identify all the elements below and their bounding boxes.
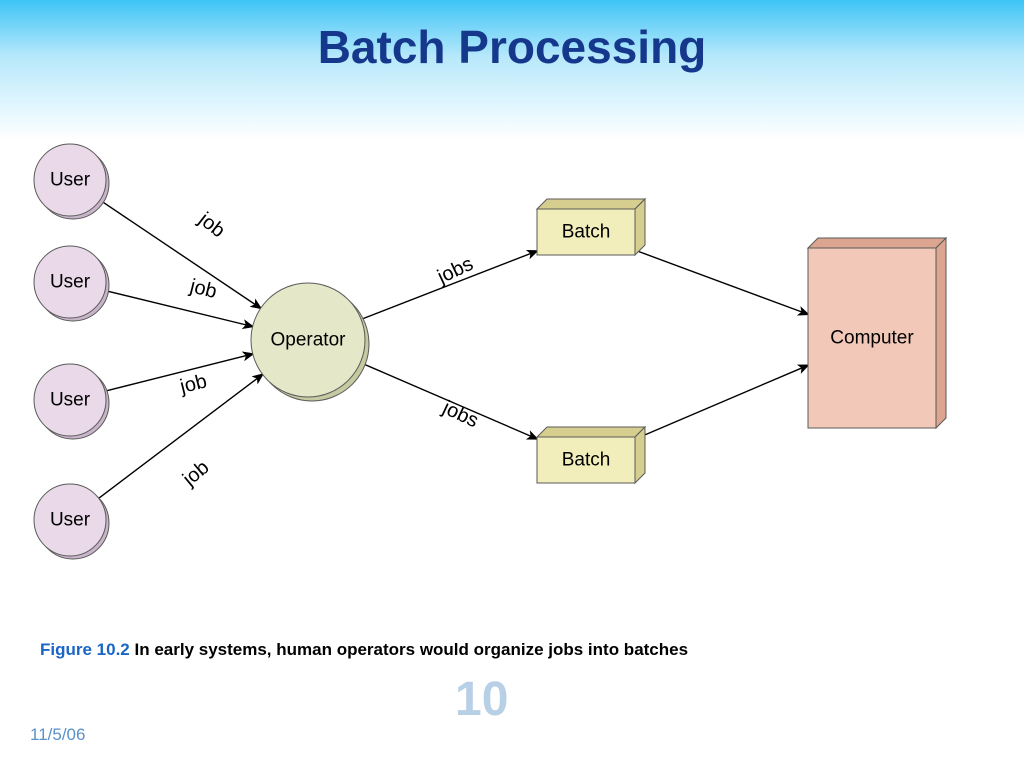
- slide: Batch Processing User User User User Operato…: [0, 0, 1024, 770]
- page-number: 10: [455, 672, 508, 727]
- edge-label-u1-op: job: [194, 208, 229, 242]
- node-label-b2: Batch: [562, 450, 611, 471]
- node-label-op: Operator: [271, 330, 347, 351]
- user-node-u4: User: [34, 484, 109, 559]
- figure-caption-text: In early systems, human operators would …: [130, 640, 688, 659]
- batch-processing-diagram: User User User User Operator Batch Batch Comput…: [20, 120, 1000, 620]
- figure-number: Figure 10.2: [40, 640, 130, 659]
- figure-caption: Figure 10.2 In early systems, human oper…: [40, 640, 688, 660]
- edge-u3-op: [105, 354, 253, 391]
- slide-date: 11/5/06: [30, 725, 85, 745]
- node-label-u1: User: [50, 170, 91, 191]
- batch-node-b1: Batch: [537, 199, 645, 255]
- slide-title: Batch Processing: [0, 20, 1024, 74]
- node-label-u3: User: [50, 390, 91, 411]
- edge-b2-cp: [635, 365, 808, 439]
- edge-u2-op: [105, 291, 253, 327]
- edge-u4-op: [99, 374, 263, 498]
- user-node-u1: User: [34, 144, 109, 219]
- user-node-u3: User: [34, 364, 109, 439]
- computer-node-cp: Computer: [808, 238, 946, 428]
- operator-node-op: Operator: [251, 283, 369, 401]
- edge-label-op-b2: jobs: [438, 396, 481, 432]
- edge-u1-op: [100, 200, 261, 308]
- user-node-u2: User: [34, 246, 109, 321]
- node-label-u2: User: [50, 272, 91, 293]
- edge-label-u2-op: job: [187, 275, 219, 303]
- edge-b1-cp: [635, 250, 808, 314]
- edge-label-u4-op: job: [178, 456, 213, 491]
- batch-node-b2: Batch: [537, 427, 645, 483]
- node-label-cp: Computer: [830, 328, 914, 349]
- node-label-b1: Batch: [562, 222, 611, 243]
- node-label-u4: User: [50, 510, 91, 531]
- edge-label-u3-op: job: [177, 370, 209, 398]
